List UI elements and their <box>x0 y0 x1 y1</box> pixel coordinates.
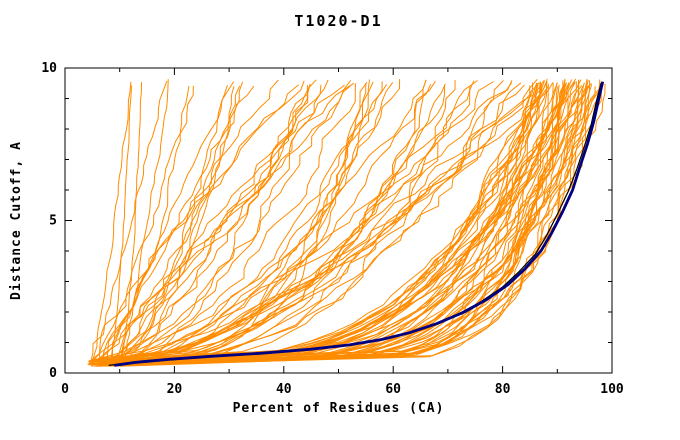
prediction-curve-good <box>110 80 545 364</box>
prediction-curve-medium <box>99 80 513 364</box>
prediction-curve-poor <box>99 80 168 362</box>
prediction-curve-poor <box>122 84 300 362</box>
prediction-curve-good <box>126 83 588 363</box>
prediction-curve-good <box>124 85 550 360</box>
x-axis-label: Percent of Residues (CA) <box>233 401 445 416</box>
prediction-curve-poor <box>118 84 345 363</box>
prediction-curve-medium <box>117 80 436 364</box>
prediction-curves <box>87 78 606 367</box>
prediction-curve-medium <box>91 82 541 361</box>
prediction-curve-good <box>121 85 548 364</box>
prediction-curve-good <box>91 81 576 366</box>
prediction-curve-poor <box>91 81 132 366</box>
prediction-curve-good <box>108 79 579 362</box>
x-tick-label: 80 <box>495 382 511 397</box>
best-model-curve <box>114 81 605 367</box>
chart-title: T1020-D1 <box>294 12 382 30</box>
prediction-curve-poor <box>91 85 190 364</box>
x-tick-label: 40 <box>276 382 292 397</box>
prediction-curve-medium <box>116 82 513 361</box>
prediction-curve-poor <box>119 82 355 362</box>
prediction-curve-good <box>92 84 593 367</box>
prediction-curve-poor <box>108 85 132 367</box>
prediction-curve-medium <box>123 84 388 362</box>
prediction-curve-good <box>107 84 560 367</box>
prediction-curve-good <box>89 85 541 363</box>
prediction-curve-medium <box>108 80 478 361</box>
prediction-curve-good <box>121 84 590 364</box>
prediction-curve-poor <box>95 85 351 363</box>
prediction-curve-good <box>96 83 566 367</box>
prediction-curve-poor <box>110 84 311 361</box>
prediction-curve-poor <box>109 83 356 362</box>
prediction-curve-poor <box>88 79 352 362</box>
prediction-curve-good <box>89 81 577 362</box>
prediction-curve-medium <box>96 86 446 360</box>
prediction-curve-good <box>93 83 543 361</box>
prediction-curve-poor <box>118 79 169 364</box>
prediction-curve-good <box>111 84 539 361</box>
prediction-curve-good <box>104 79 601 363</box>
prediction-curve-poor <box>111 84 228 366</box>
prediction-curve-good <box>87 80 548 365</box>
prediction-curve-poor <box>117 82 142 366</box>
prediction-curve-poor <box>114 81 244 361</box>
x-tick-label: 20 <box>167 382 183 397</box>
prediction-curve-medium <box>121 80 475 365</box>
prediction-curve-medium <box>103 81 554 362</box>
prediction-curve-good <box>119 82 538 360</box>
x-tick-label: 100 <box>600 382 624 397</box>
x-tick-label: 0 <box>61 382 69 397</box>
prediction-curve-poor <box>104 79 317 365</box>
prediction-curve-medium <box>125 81 374 361</box>
prediction-curve-medium <box>100 81 494 360</box>
prediction-curve-medium <box>97 80 456 362</box>
prediction-curve-good <box>98 85 584 367</box>
prediction-curve-poor <box>122 85 241 365</box>
prediction-curve-medium <box>91 79 427 363</box>
prediction-curve-good <box>88 83 588 363</box>
prediction-curve-good <box>118 80 591 364</box>
prediction-curve-poor <box>102 81 235 362</box>
prediction-curve-poor <box>90 85 194 364</box>
prediction-curve-poor <box>122 85 308 363</box>
y-axis-label: Distance Cutoff, A <box>9 141 24 300</box>
prediction-curve-medium <box>100 80 504 364</box>
prediction-curve-medium <box>116 83 446 365</box>
prediction-curve-medium <box>106 85 531 364</box>
axis-ticks <box>64 67 613 374</box>
prediction-curve-good <box>101 82 568 365</box>
prediction-curve-poor <box>114 86 235 363</box>
prediction-curve-poor <box>111 79 279 362</box>
prediction-curve-medium <box>112 83 367 361</box>
prediction-curve-medium <box>97 79 370 366</box>
prediction-curve-medium <box>109 84 525 367</box>
y-tick-label: 10 <box>41 61 57 76</box>
y-tick-label: 0 <box>49 366 57 381</box>
prediction-curve-poor <box>107 83 311 364</box>
prediction-curve-medium <box>124 81 383 361</box>
y-tick-label: 5 <box>49 214 57 229</box>
x-tick-label: 60 <box>385 382 401 397</box>
prediction-curve-medium <box>107 79 401 363</box>
